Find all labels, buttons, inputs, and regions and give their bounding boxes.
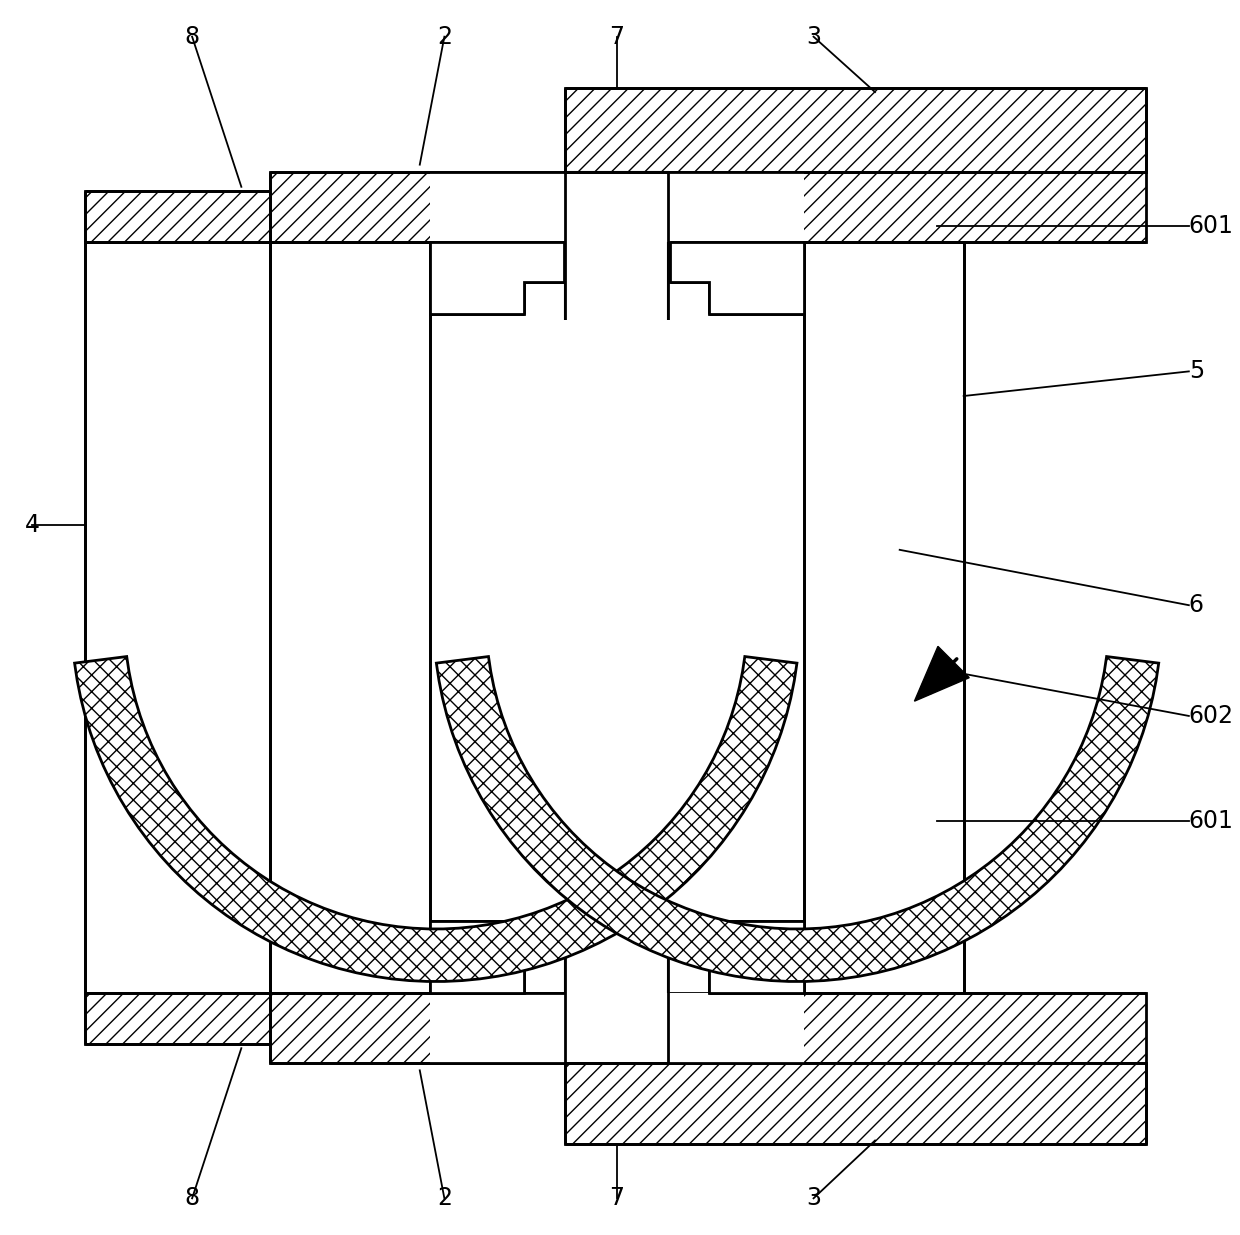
Polygon shape — [565, 172, 668, 242]
Text: 601: 601 — [1189, 214, 1234, 238]
Polygon shape — [436, 657, 1158, 982]
Polygon shape — [670, 921, 804, 993]
Polygon shape — [914, 646, 970, 701]
Text: 6: 6 — [1189, 593, 1204, 618]
Text: 7: 7 — [609, 1187, 624, 1210]
Text: 3: 3 — [806, 1187, 821, 1210]
Polygon shape — [86, 190, 269, 242]
Polygon shape — [429, 993, 565, 1063]
Text: 2: 2 — [436, 1187, 451, 1210]
Polygon shape — [269, 172, 1146, 242]
Polygon shape — [86, 242, 269, 993]
Text: 5: 5 — [1189, 359, 1204, 383]
Polygon shape — [565, 1063, 1146, 1144]
Polygon shape — [531, 320, 703, 915]
Text: 601: 601 — [1189, 809, 1234, 832]
Polygon shape — [565, 172, 668, 1063]
Text: 2: 2 — [436, 25, 451, 48]
Polygon shape — [269, 242, 429, 993]
Text: 8: 8 — [185, 25, 200, 48]
Polygon shape — [668, 172, 804, 242]
Text: 4: 4 — [25, 514, 40, 537]
Polygon shape — [804, 242, 963, 993]
Polygon shape — [86, 993, 269, 1045]
Polygon shape — [269, 993, 1146, 1063]
Polygon shape — [429, 921, 564, 993]
Polygon shape — [670, 242, 804, 314]
Polygon shape — [429, 242, 564, 314]
Polygon shape — [74, 657, 797, 982]
Text: 8: 8 — [185, 1187, 200, 1210]
Polygon shape — [668, 993, 804, 1063]
Polygon shape — [565, 89, 1146, 172]
Polygon shape — [565, 993, 668, 1063]
Polygon shape — [429, 172, 565, 242]
Text: 602: 602 — [1189, 704, 1234, 727]
Text: 7: 7 — [609, 25, 624, 48]
Text: 3: 3 — [806, 25, 821, 48]
